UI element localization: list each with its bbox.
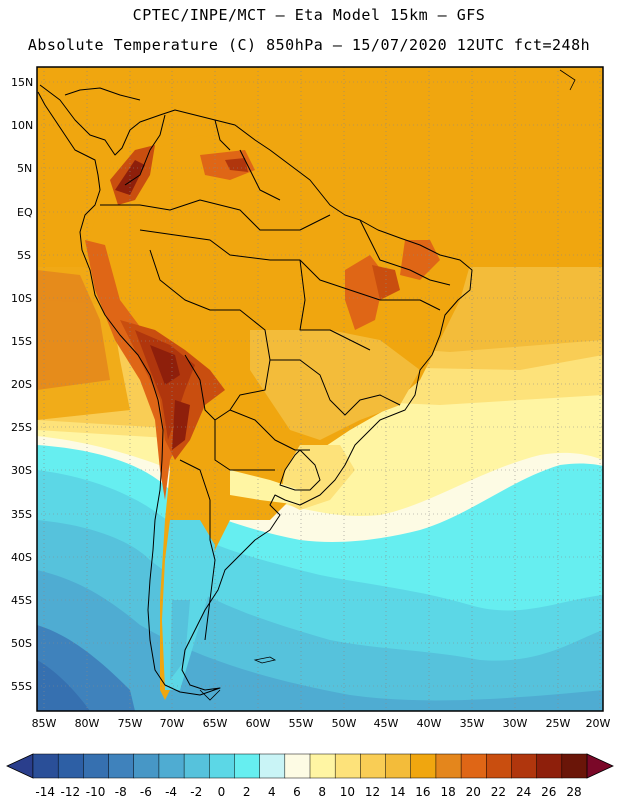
colorbar-cell [536, 753, 563, 779]
lon-label: 55W [289, 717, 314, 730]
colorbar-label: 12 [365, 785, 380, 799]
lat-label: 25S [11, 421, 32, 434]
lon-label: 85W [32, 717, 57, 730]
temperature-field [37, 67, 603, 711]
lon-label: 40W [417, 717, 442, 730]
lon-label: 35W [460, 717, 485, 730]
colorbar-label: 28 [566, 785, 581, 799]
lon-label: 30W [503, 717, 528, 730]
lat-label: 15S [11, 335, 32, 348]
coastlines [37, 84, 473, 696]
colorbar-cell [83, 753, 110, 779]
colorbar-cell [511, 753, 538, 779]
colorbar-label: 2 [243, 785, 251, 799]
colorbar-label: 16 [415, 785, 430, 799]
lon-label: 50W [332, 717, 357, 730]
lon-label: 45W [374, 717, 399, 730]
lon-label: 60W [246, 717, 271, 730]
colorbar-cell [385, 753, 412, 779]
colorbar-label: 8 [318, 785, 326, 799]
colorbar-cell [133, 753, 160, 779]
colorbar-cell [486, 753, 512, 779]
lat-label: 35S [11, 508, 32, 521]
colorbar-cell [284, 753, 311, 779]
colorbar-label: -2 [190, 785, 202, 799]
lat-label: 40S [11, 551, 32, 564]
colorbar-cell [57, 753, 84, 779]
lat-label: 15N [11, 76, 33, 89]
colorbar-label: -12 [61, 785, 81, 799]
colorbar-labels: -14 -12 -10 -8 -6 -4 -2 0 2 4 6 8 10 12 14 16 18 20 22 24 26… [35, 785, 581, 799]
colorbar-cell [360, 753, 387, 779]
colorbar-label: 22 [491, 785, 506, 799]
colorbar-cell [309, 753, 336, 779]
lon-label: 70W [160, 717, 185, 730]
colorbar-cell [32, 753, 59, 779]
colorbar-cell [108, 753, 135, 779]
colorbar-label: 18 [440, 785, 455, 799]
lon-label: 65W [203, 717, 228, 730]
colorbar-cell [183, 753, 210, 779]
colorbar-cell [259, 753, 286, 779]
lat-label: 50S [11, 637, 32, 650]
lon-label: 80W [75, 717, 100, 730]
colorbar-label: 24 [516, 785, 531, 799]
colorbar-label: -8 [115, 785, 127, 799]
latitude-labels: 15N 10N 5N EQ 5S 10S 15S 20S 25S 30S 35S… [11, 76, 33, 693]
colorbar-cell [334, 753, 361, 779]
graticule [37, 67, 603, 711]
colorbar: -14 -12 -10 -8 -6 -4 -2 0 2 4 6 8 10 12 14 16 18 20 22 24 26… [6, 753, 614, 799]
lat-label: 5S [17, 249, 31, 262]
colorbar-cell [410, 753, 437, 779]
lat-label: 5N [17, 162, 32, 175]
lat-label: 55S [11, 680, 32, 693]
lon-label: 75W [118, 717, 143, 730]
colorbar-label: 4 [268, 785, 276, 799]
colorbar-cells [32, 753, 588, 779]
lat-label: 10S [11, 292, 32, 305]
colorbar-label: -6 [140, 785, 152, 799]
colorbar-label: 10 [340, 785, 355, 799]
lat-label: 20S [11, 378, 32, 391]
lat-label: 10N [11, 119, 33, 132]
colorbar-cell [460, 753, 487, 779]
colorbar-cell [561, 753, 588, 779]
lon-label: 20W [586, 717, 611, 730]
lon-label: 25W [546, 717, 571, 730]
colorbar-label: 26 [541, 785, 556, 799]
longitude-labels: 85W 80W 75W 70W 65W 60W 55W 50W 45W 40W … [32, 717, 611, 730]
islands [199, 69, 576, 701]
colorbar-label: -14 [35, 785, 55, 799]
colorbar-cell [158, 753, 185, 779]
colorbar-label: 20 [466, 785, 481, 799]
colorbar-label: 0 [218, 785, 226, 799]
colorbar-cell [435, 753, 462, 779]
colorbar-label: -4 [165, 785, 177, 799]
colorbar-cell [234, 753, 261, 779]
colorbar-label: -10 [86, 785, 106, 799]
colorbar-cell [209, 753, 236, 779]
lat-label: 30S [11, 464, 32, 477]
lat-label: EQ [17, 206, 33, 219]
title-line-1: CPTEC/INPE/MCT – Eta Model 15km – GFS [132, 6, 486, 24]
colorbar-over-arrow [586, 753, 614, 779]
lat-label: 45S [11, 594, 32, 607]
colorbar-under-arrow [6, 753, 34, 779]
colorbar-label: 6 [293, 785, 301, 799]
title-line-2: Absolute Temperature (C) 850hPa – 15/07/… [27, 36, 591, 54]
map-frame [36, 66, 604, 712]
colorbar-label: 14 [390, 785, 405, 799]
